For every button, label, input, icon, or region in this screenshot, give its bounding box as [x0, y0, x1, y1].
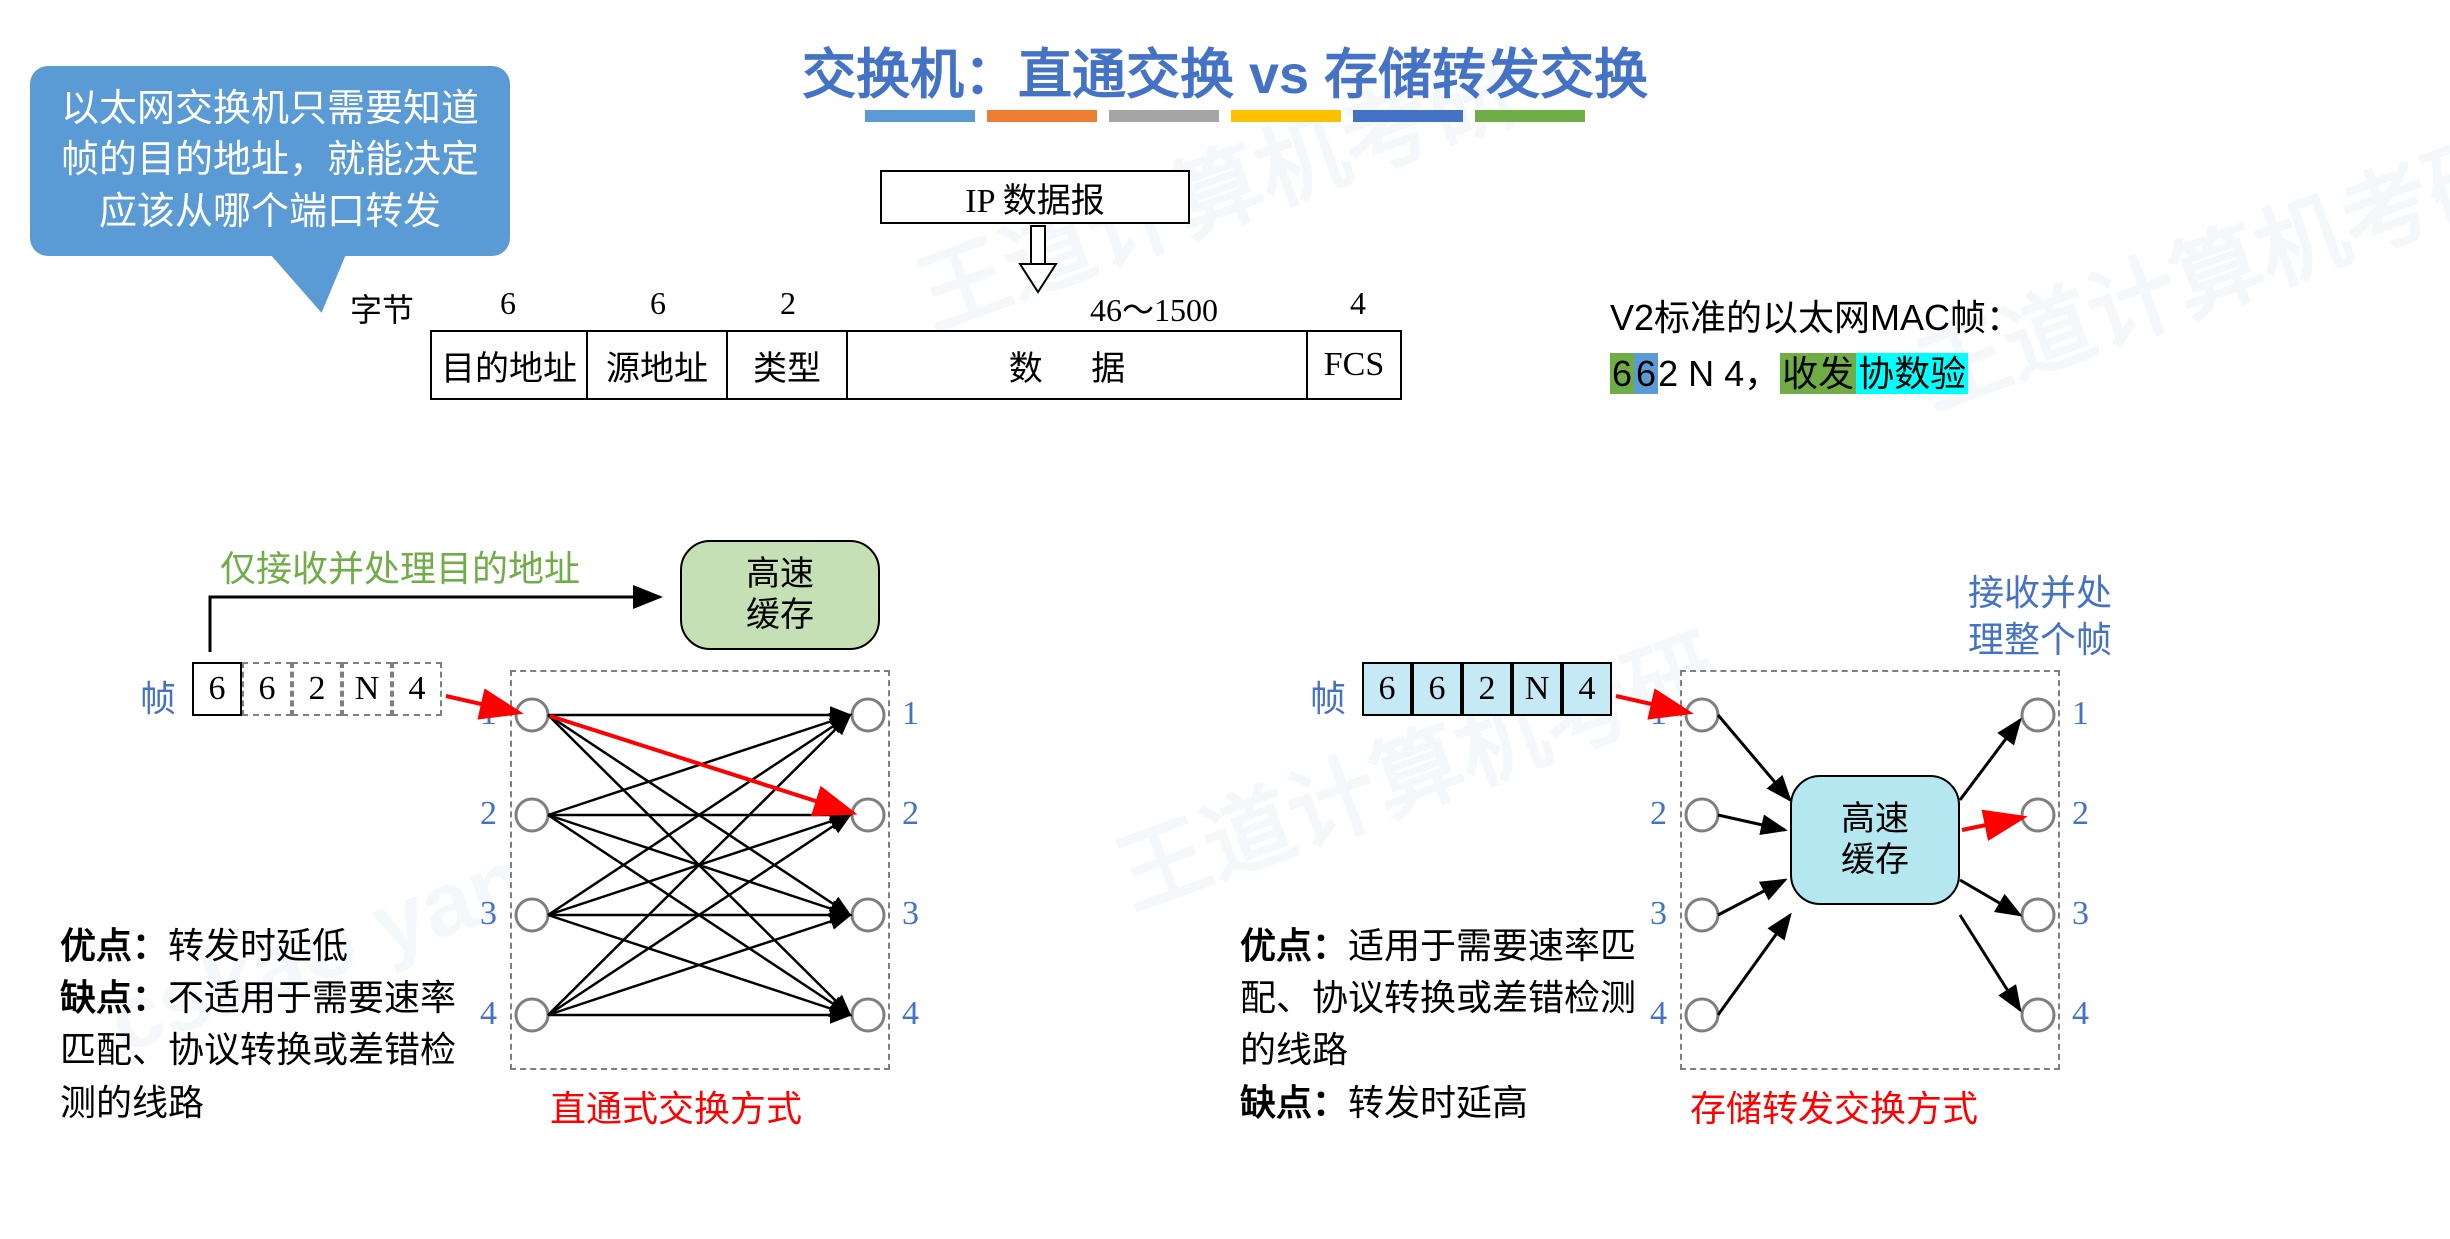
r-adv-label: 优点： — [1240, 925, 1348, 966]
cache-l1: 高速 — [746, 554, 814, 595]
byte-word: 字节 — [350, 285, 414, 331]
byte-4: 4 — [1350, 285, 1366, 322]
mac-frame-table: 目的地址 源地址 类型 数 据 FCS — [430, 330, 1402, 400]
rp-r2: 2 — [2072, 795, 2089, 833]
bar-3 — [1109, 110, 1219, 122]
bar-5 — [1353, 110, 1463, 122]
v2-standard-note: V2标准的以太网MAC帧： 662 N 4，收发协数验 — [1610, 290, 2022, 402]
rp-l2: 2 — [1650, 795, 1667, 833]
v2-p2: 2 N 4， — [1658, 353, 1780, 394]
rp-r3: 3 — [2072, 895, 2089, 933]
byte-2: 2 — [780, 285, 796, 322]
left-pros-cons: 优点：转发时延低 缺点：不适用于需要速率匹配、协议转换或差错检测的线路 — [60, 920, 490, 1129]
left-method-label: 直通式交换方式 — [550, 1080, 802, 1132]
bar-1 — [865, 110, 975, 122]
l-dis-label: 缺点： — [60, 977, 168, 1018]
l-adv-label: 优点： — [60, 925, 168, 966]
v2-p1: 6 — [1634, 353, 1658, 394]
bn1: 接收并处 — [1968, 572, 2112, 613]
rp-r1: 1 — [2072, 695, 2089, 733]
down-arrow-icon — [1018, 226, 1058, 296]
left-cache-box: 高速 缓存 — [680, 540, 880, 650]
l-adv: 转发时延低 — [168, 925, 348, 966]
v2-line1: V2标准的以太网MAC帧： — [1610, 290, 2022, 346]
right-method-label: 存储转发交换方式 — [1690, 1080, 1978, 1132]
left-frame-word: 帧 — [140, 670, 176, 722]
v2-line2: 662 N 4，收发协数验 — [1610, 346, 2022, 402]
ip-datagram-box: IP 数据报 — [880, 170, 1190, 224]
bar-6 — [1475, 110, 1585, 122]
r-dis-label: 缺点： — [1240, 1082, 1348, 1123]
page-title: 交换机：直通交换 vs 存储转发交换 — [802, 30, 1648, 109]
bar-2 — [987, 110, 1097, 122]
bn2: 理整个帧 — [1968, 619, 2112, 660]
title-underline-bars — [865, 110, 1585, 122]
byte-0: 6 — [500, 285, 516, 322]
rp-r4: 4 — [2072, 995, 2089, 1033]
v2-p0: 6 — [1610, 353, 1634, 394]
byte-1: 6 — [650, 285, 666, 322]
cache-l2: 缓存 — [746, 595, 814, 636]
mac-type: 类型 — [728, 332, 848, 398]
right-red-in-arrow — [1350, 660, 1750, 760]
right-frame-word: 帧 — [1310, 670, 1346, 722]
r-dis: 转发时延高 — [1348, 1082, 1528, 1123]
lp-r1: 1 — [902, 695, 919, 733]
v2-p3: 收发 — [1780, 353, 1856, 394]
bar-4 — [1231, 110, 1341, 122]
mac-src: 源地址 — [588, 332, 728, 398]
mac-dest: 目的地址 — [432, 332, 588, 398]
mac-frame-diagram: IP 数据报 字节 6 6 2 46～1500 4 目的地址 源地址 类型 数 … — [370, 150, 1470, 430]
lp-r2: 2 — [902, 795, 919, 833]
byte-3: 46～1500 — [1090, 285, 1218, 331]
mac-data: 数 据 — [848, 332, 1308, 398]
left-bracket-arrow — [200, 552, 680, 662]
right-blue-note: 接收并处理整个帧 — [1940, 570, 2140, 664]
mac-fcs: FCS — [1308, 332, 1400, 398]
lp-r3: 3 — [902, 895, 919, 933]
v2-p4: 协数验 — [1856, 353, 1968, 394]
right-pros-cons: 优点：适用于需要速率匹配、协议转换或差错检测的线路 缺点：转发时延高 — [1240, 920, 1670, 1129]
lp-r4: 4 — [902, 995, 919, 1033]
